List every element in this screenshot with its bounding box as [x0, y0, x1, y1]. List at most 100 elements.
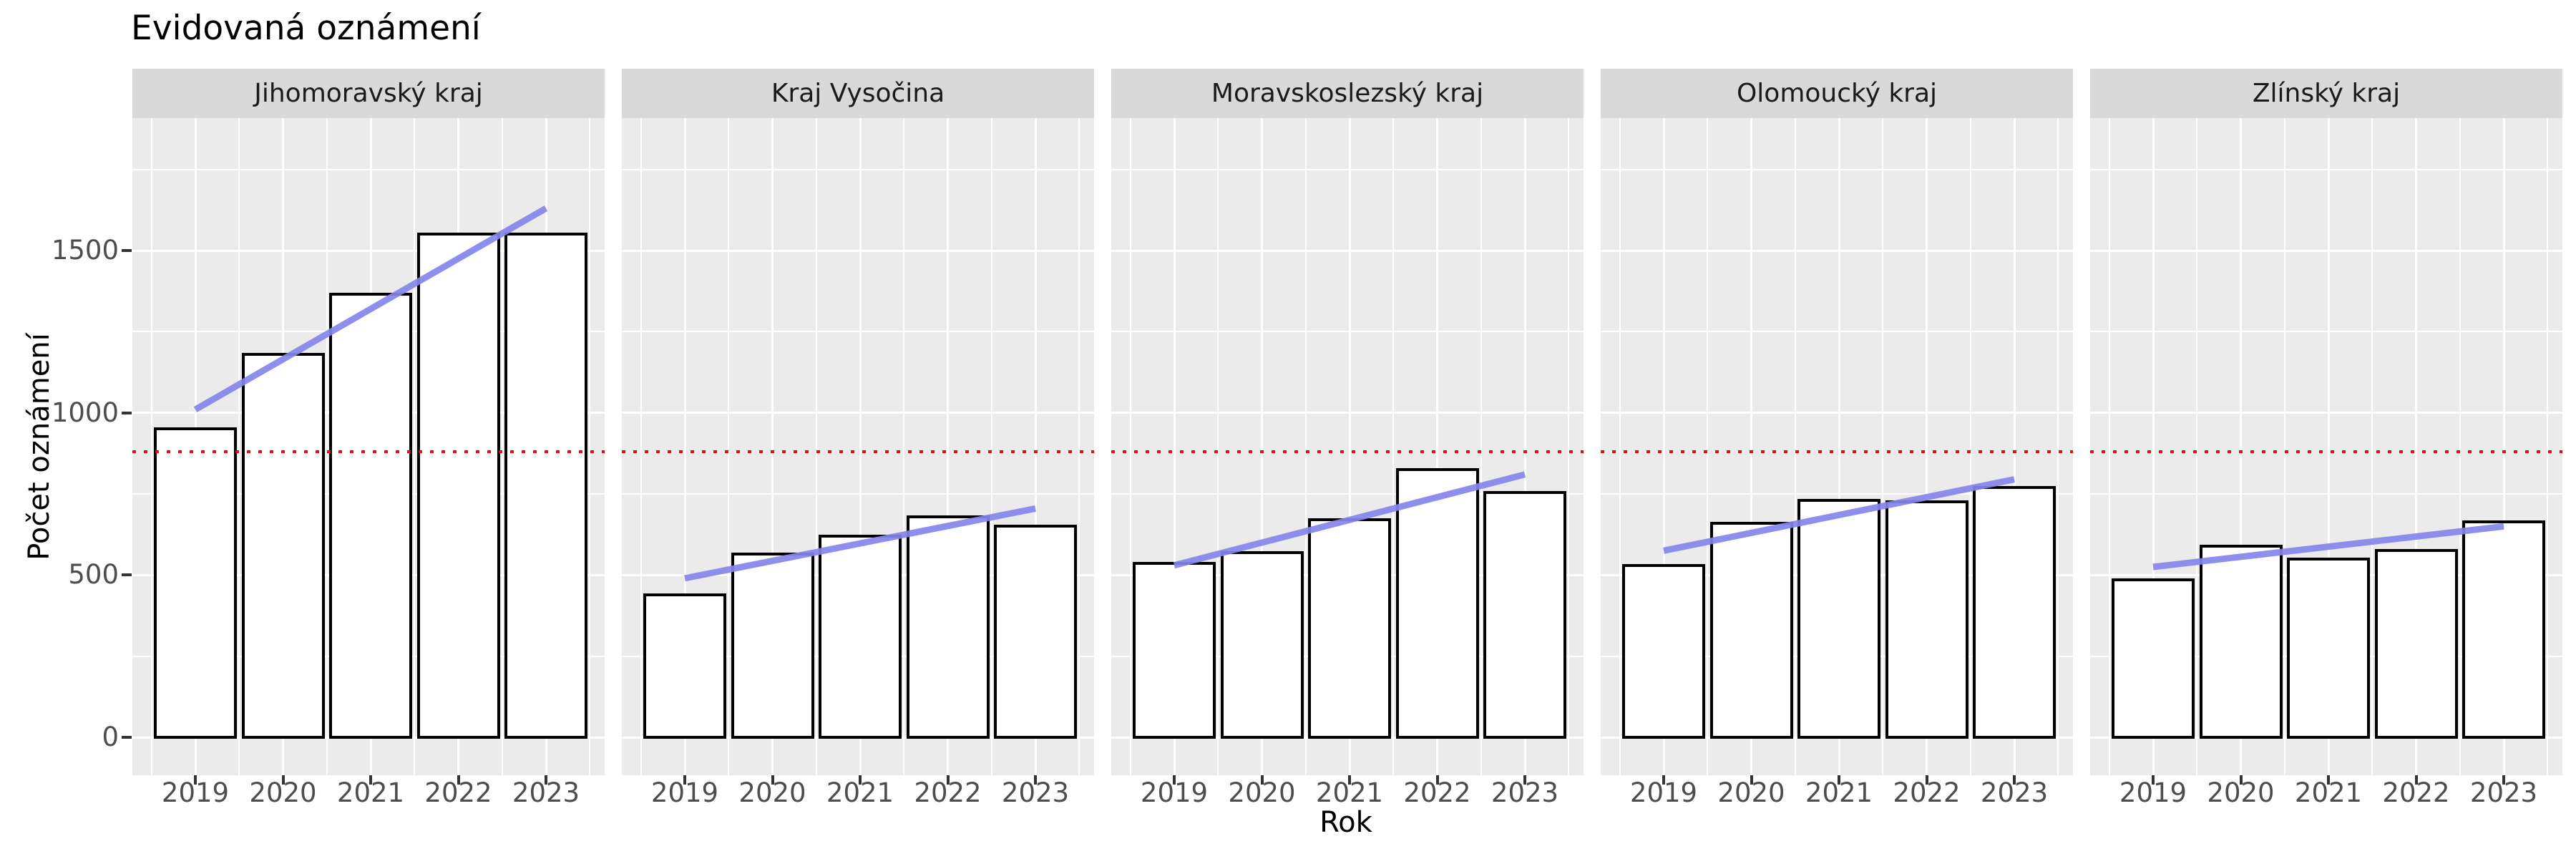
minor-gridline-horizontal	[1111, 493, 1584, 495]
x-axis-tick-mark	[2327, 775, 2330, 785]
trend-line-layer	[684, 505, 1036, 582]
minor-gridline-horizontal	[1601, 168, 2073, 170]
major-gridline-vertical	[1926, 118, 1928, 775]
bar-2021	[1797, 499, 1880, 739]
facet-strip: Jihomoravský kraj	[132, 69, 605, 118]
facet-strip-label: Jihomoravský kraj	[254, 79, 483, 108]
major-gridline-horizontal	[132, 249, 605, 252]
y-axis-tick-label: 1000	[51, 397, 119, 428]
minor-gridline-horizontal	[2090, 168, 2562, 170]
minor-gridline-vertical	[150, 118, 152, 775]
reference-line	[622, 450, 1094, 454]
major-gridline-vertical	[683, 118, 686, 775]
major-gridline-horizontal	[622, 249, 1094, 252]
bar-2023	[1483, 490, 1566, 739]
bar-2019	[643, 593, 726, 739]
minor-gridline-horizontal	[622, 493, 1094, 495]
x-axis-tick-mark	[2239, 775, 2243, 785]
minor-gridline-vertical	[1392, 118, 1395, 775]
bar-2022	[1885, 500, 1968, 739]
x-axis-tick-mark	[859, 775, 862, 785]
reference-line	[1111, 450, 1584, 454]
x-axis-tick-mark	[2502, 775, 2505, 785]
minor-gridline-vertical	[990, 118, 992, 775]
minor-gridline-vertical	[1304, 118, 1307, 775]
trend-line	[684, 505, 1036, 582]
minor-gridline-horizontal	[622, 331, 1094, 333]
x-axis-tick-label: 2023	[1001, 777, 1070, 808]
x-axis-tick-mark	[457, 775, 460, 785]
x-axis-tick-mark	[683, 775, 686, 785]
reference-line	[2090, 450, 2562, 454]
bar-2021	[819, 534, 902, 739]
x-axis-tick-label: 2020	[1717, 777, 1785, 808]
trend-line-layer	[193, 205, 548, 413]
minor-gridline-vertical	[589, 118, 591, 775]
x-axis-tick-label: 2022	[1893, 777, 1961, 808]
facet-panel	[622, 118, 1094, 775]
facet-strip-label: Moravskoslezský kraj	[1211, 79, 1484, 108]
bar-2022	[2374, 549, 2458, 739]
bar-2020	[731, 552, 814, 739]
y-axis-tick-label: 0	[102, 722, 119, 752]
major-gridline-horizontal	[622, 412, 1094, 414]
x-axis-tick-mark	[281, 775, 285, 785]
minor-gridline-horizontal	[2090, 493, 2562, 495]
x-axis-tick-label: 2021	[1805, 777, 1873, 808]
minor-gridline-vertical	[1619, 118, 1621, 775]
x-axis-tick-mark	[946, 775, 950, 785]
bar-2020	[2199, 544, 2283, 739]
minor-gridline-vertical	[238, 118, 240, 775]
x-axis-tick-label: 2020	[2207, 777, 2275, 808]
minor-gridline-vertical	[414, 118, 416, 775]
minor-gridline-vertical	[1078, 118, 1080, 775]
x-axis-tick-label: 2020	[249, 777, 317, 808]
x-axis-tick-label: 2021	[826, 777, 894, 808]
bar-2019	[1133, 562, 1216, 739]
minor-gridline-vertical	[1969, 118, 1971, 775]
x-axis-tick-mark	[545, 775, 547, 785]
x-axis-tick-mark	[771, 775, 774, 785]
minor-gridline-vertical	[2108, 118, 2110, 775]
minor-gridline-vertical	[1707, 118, 1709, 775]
minor-gridline-vertical	[501, 118, 503, 775]
minor-gridline-horizontal	[622, 168, 1094, 170]
bar-2020	[1709, 521, 1793, 739]
major-gridline-vertical	[771, 118, 774, 775]
major-gridline-horizontal	[1111, 249, 1584, 252]
minor-gridline-vertical	[1568, 118, 1570, 775]
bar-2023	[2462, 520, 2545, 739]
x-axis-tick-label: 2022	[914, 777, 982, 808]
major-gridline-horizontal	[1601, 249, 2073, 252]
major-gridline-vertical	[1750, 118, 1752, 775]
y-axis-tick-mark	[122, 249, 132, 252]
facet-strip: Olomoucký kraj	[1601, 69, 2073, 118]
trend-line	[2152, 523, 2504, 571]
y-axis-tick-mark	[122, 736, 132, 739]
x-axis-tick-label: 2019	[1140, 777, 1209, 808]
trend-line-layer	[1173, 471, 1526, 569]
x-axis-tick-mark	[1034, 775, 1037, 785]
y-axis-title: Počet oznámení	[23, 333, 56, 560]
x-axis-tick-mark	[1435, 775, 1439, 785]
major-gridline-vertical	[947, 118, 949, 775]
trend-line-layer	[1663, 476, 2015, 554]
x-axis-tick-label: 2022	[1403, 777, 1471, 808]
minor-gridline-vertical	[2057, 118, 2059, 775]
major-gridline-horizontal	[2090, 249, 2562, 252]
major-gridline-vertical	[1662, 118, 1665, 775]
facet-panel	[1601, 118, 2073, 775]
x-axis-tick-mark	[2013, 775, 2016, 785]
trend-line	[1173, 471, 1526, 569]
x-axis-tick-mark	[2152, 775, 2155, 785]
bar-2022	[416, 233, 500, 739]
minor-gridline-horizontal	[1111, 168, 1584, 170]
minor-gridline-horizontal	[1601, 331, 2073, 333]
x-axis-tick-label: 2021	[1315, 777, 1384, 808]
major-gridline-vertical	[1348, 118, 1351, 775]
minor-gridline-vertical	[2283, 118, 2285, 775]
facet-strip-label: Kraj Vysočina	[771, 79, 945, 108]
x-axis-tick-mark	[1838, 775, 1840, 785]
bar-2019	[1622, 563, 1705, 739]
